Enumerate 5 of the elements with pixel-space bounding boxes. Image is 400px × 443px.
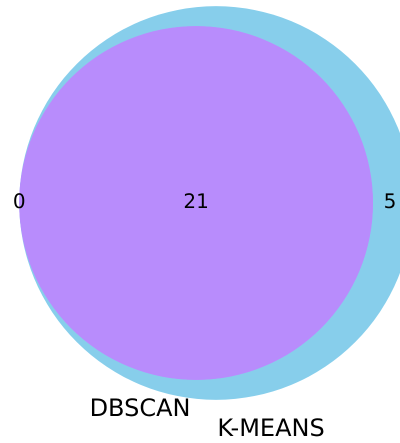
text: K-MEANS (217, 414, 325, 442)
text: DBSCAN (90, 394, 190, 422)
data-label: 5 (384, 189, 396, 214)
data-label: 21 (183, 189, 209, 214)
data-label: 0 (12, 189, 26, 214)
